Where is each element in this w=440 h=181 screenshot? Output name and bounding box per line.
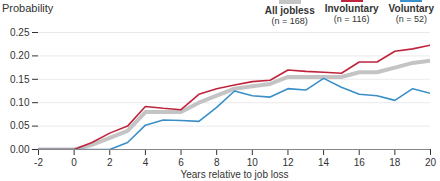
svg-text:14: 14 bbox=[318, 157, 330, 168]
svg-text:8: 8 bbox=[214, 157, 220, 168]
html-text:Voluntary: Voluntary bbox=[388, 3, 434, 14]
svg-text:6: 6 bbox=[178, 157, 184, 168]
svg-text:0.00: 0.00 bbox=[10, 144, 30, 155]
svg-text:10: 10 bbox=[247, 157, 259, 168]
svg-text:4: 4 bbox=[143, 157, 149, 168]
html-text:Involuntary: Involuntary bbox=[324, 3, 379, 14]
svg-text:Years relative to job loss: Years relative to job loss bbox=[180, 169, 288, 180]
html-text:All jobless: All jobless bbox=[264, 5, 315, 16]
svg-text:0.25: 0.25 bbox=[10, 27, 30, 38]
svg-text:0: 0 bbox=[71, 157, 77, 168]
svg-text:0.20: 0.20 bbox=[10, 50, 30, 61]
html-text:(n = 168): (n = 168) bbox=[271, 16, 308, 26]
html-text:(n = 116): (n = 116) bbox=[333, 14, 370, 24]
svg-text:16: 16 bbox=[354, 157, 366, 168]
svg-text:2: 2 bbox=[107, 157, 113, 168]
svg-text:-2: -2 bbox=[34, 157, 43, 168]
svg-text:20: 20 bbox=[425, 157, 437, 168]
svg-text:0.10: 0.10 bbox=[10, 97, 30, 108]
html-text:(n = 52): (n = 52) bbox=[395, 14, 427, 24]
html-text:Probability: Probability bbox=[2, 2, 54, 14]
svg-text:0.15: 0.15 bbox=[10, 74, 30, 85]
svg-text:12: 12 bbox=[282, 157, 294, 168]
svg-text:18: 18 bbox=[389, 157, 401, 168]
svg-text:0.05: 0.05 bbox=[10, 120, 30, 131]
